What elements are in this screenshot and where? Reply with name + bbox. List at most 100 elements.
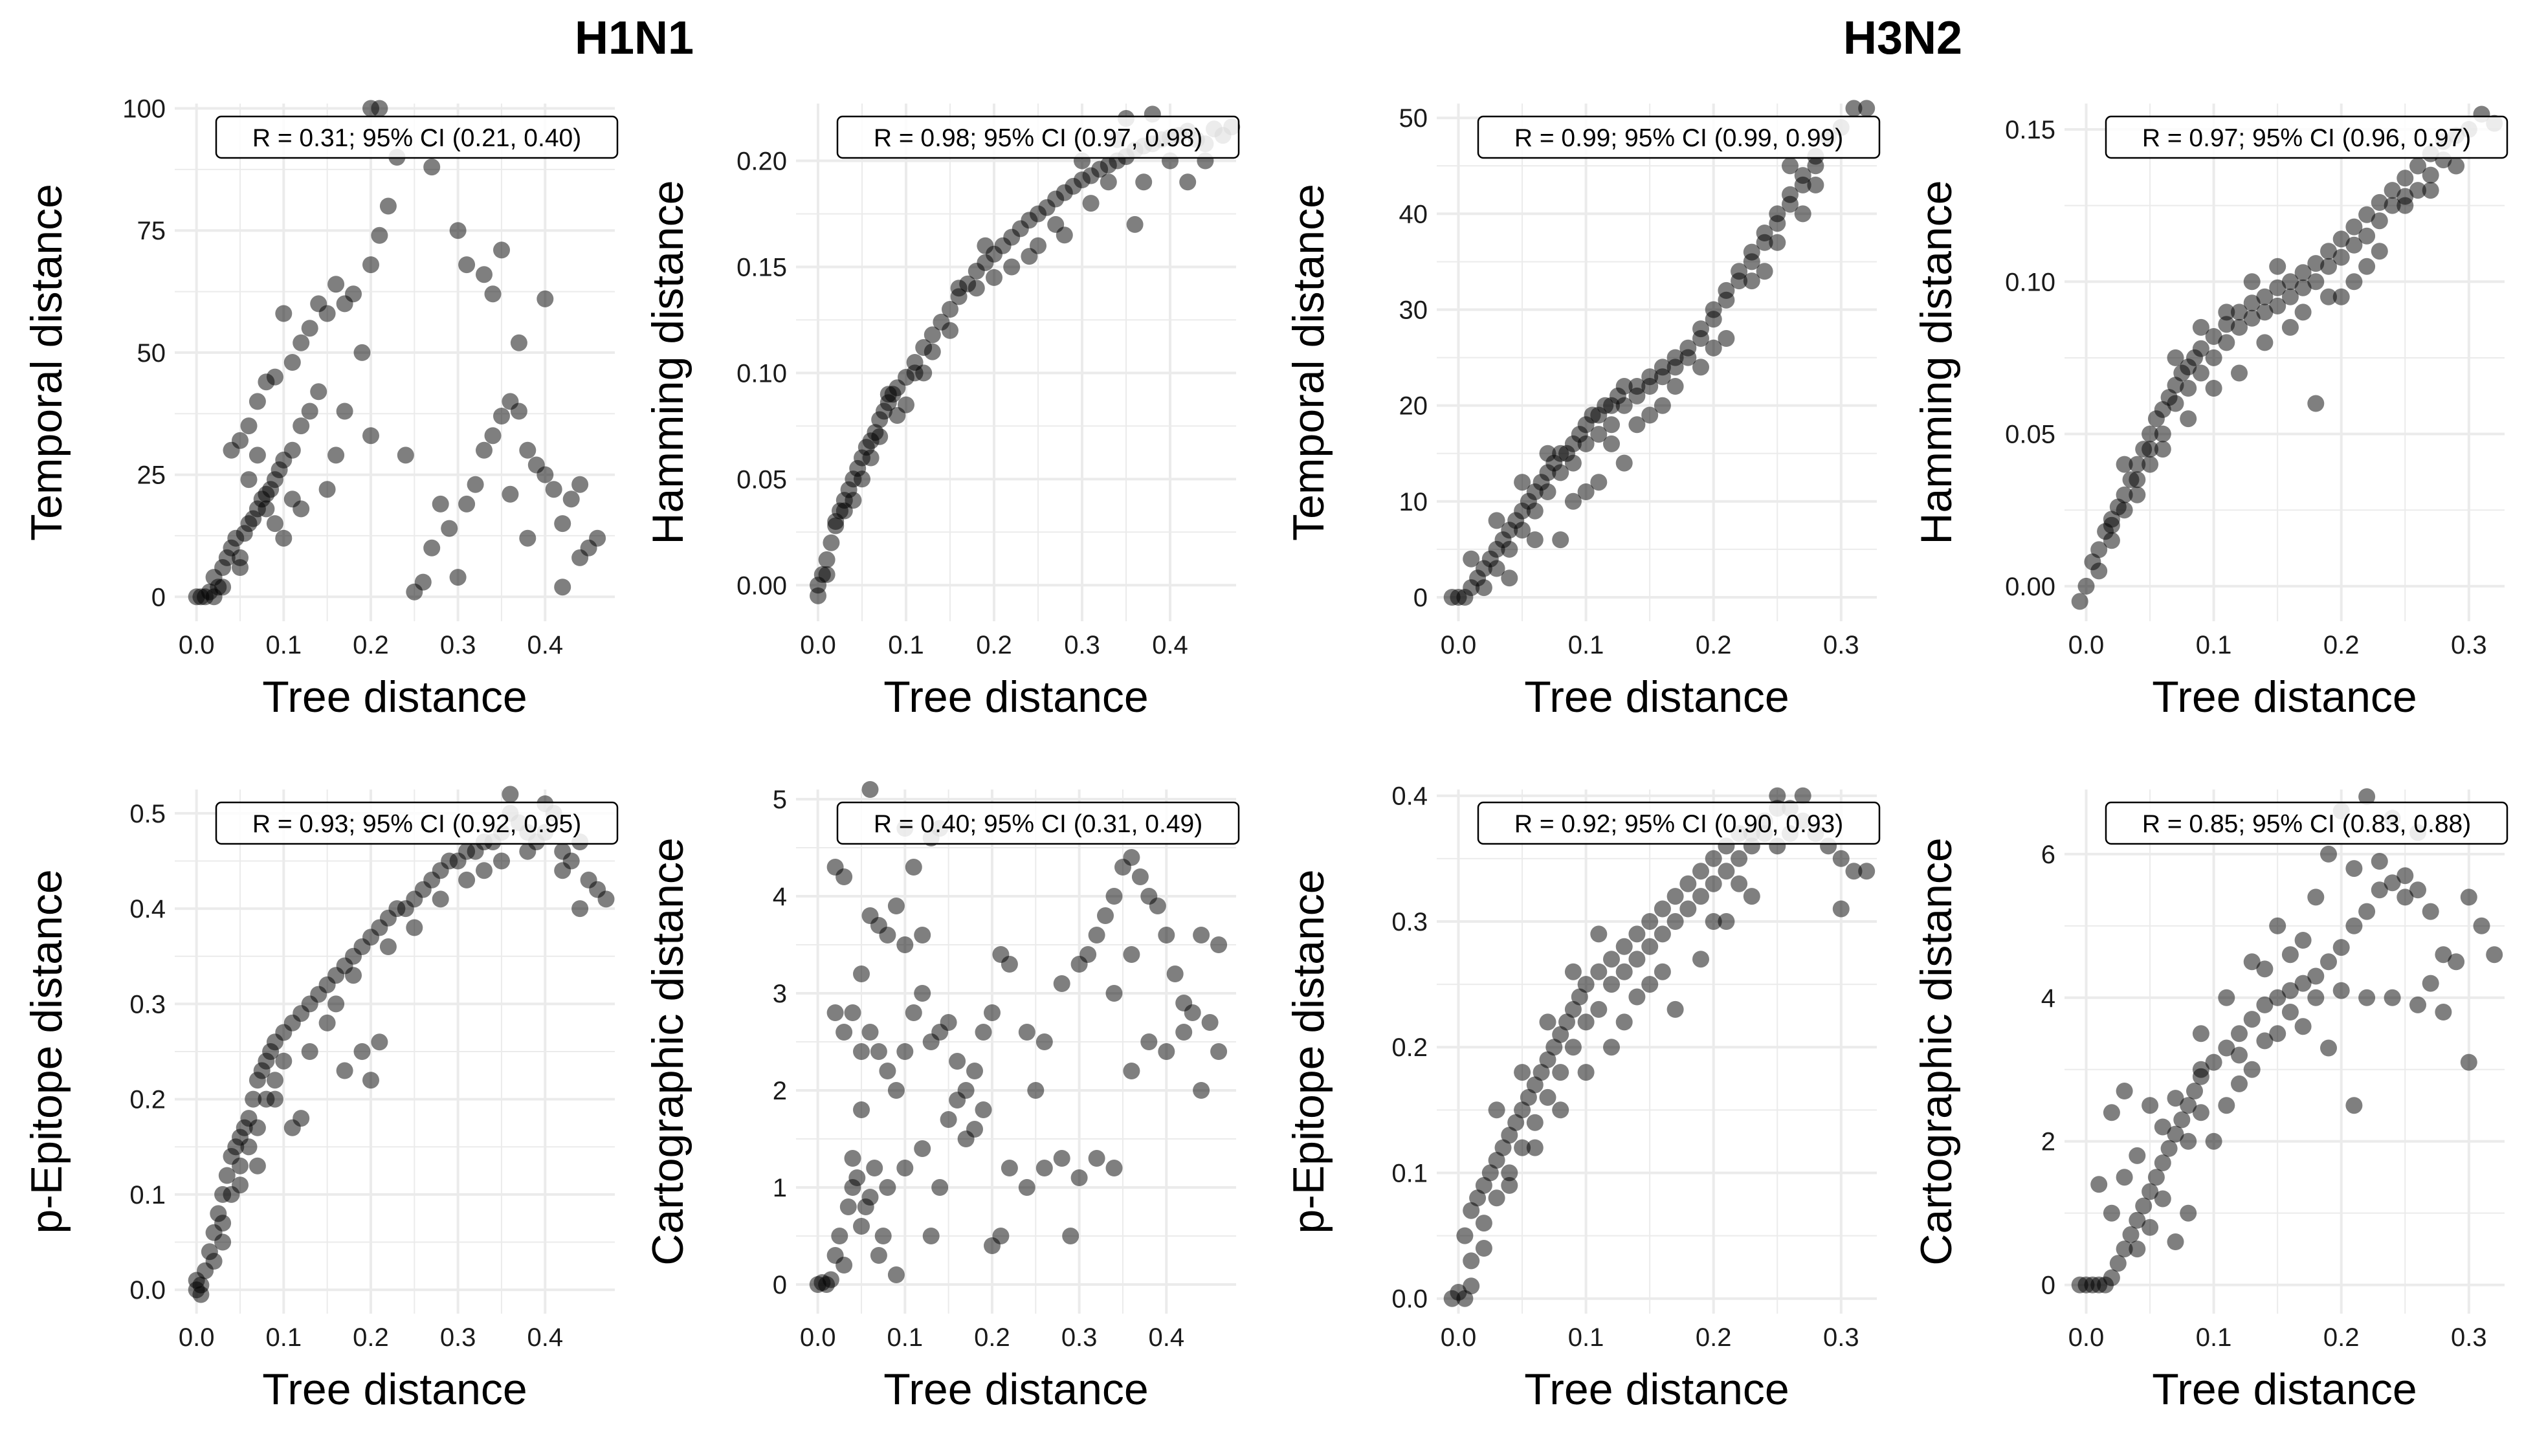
data-point <box>2071 593 2088 610</box>
data-point <box>353 344 371 361</box>
x-tick-label: 0.2 <box>2323 1323 2360 1352</box>
data-point <box>880 386 897 403</box>
data-point <box>854 470 870 488</box>
data-point <box>1488 512 1505 529</box>
y-tick-label: 0.2 <box>1391 1033 1428 1062</box>
data-point <box>1769 234 1786 251</box>
data-point <box>2142 425 2159 443</box>
data-point <box>571 476 589 493</box>
data-point <box>2435 946 2452 964</box>
data-point <box>1577 1064 1595 1081</box>
data-point <box>275 305 293 322</box>
data-point <box>914 927 931 943</box>
data-point <box>1666 378 1684 395</box>
points <box>2071 105 2503 610</box>
data-point <box>2486 946 2503 964</box>
data-point <box>2294 1018 2312 1035</box>
data-point <box>2243 953 2261 971</box>
data-point <box>2371 881 2388 899</box>
data-point <box>2269 297 2286 314</box>
data-point <box>1807 176 1824 193</box>
data-point <box>2332 248 2350 266</box>
data-point <box>896 1160 914 1176</box>
data-point <box>1539 1013 1556 1031</box>
data-point <box>2103 1269 2120 1286</box>
data-point <box>1692 863 1709 880</box>
y-tick-label: 50 <box>1399 104 1428 133</box>
y-axis-title: p-Epitope distance <box>1284 869 1333 1233</box>
y-tick-label: 0 <box>151 583 166 612</box>
data-point <box>1807 157 1824 175</box>
data-point <box>957 1082 975 1099</box>
data-point <box>1769 215 1786 232</box>
y-tick-label: 5 <box>773 786 787 814</box>
data-point <box>2129 1211 2146 1229</box>
data-point <box>853 965 870 982</box>
data-point <box>826 1004 844 1021</box>
data-point <box>245 1090 262 1108</box>
data-point <box>836 868 853 885</box>
data-point <box>1845 100 1863 117</box>
data-point <box>848 1169 866 1186</box>
data-point <box>1552 1064 1569 1081</box>
x-tick-label: 0.0 <box>2068 1323 2105 1352</box>
data-point <box>2167 1233 2184 1250</box>
data-point <box>2409 157 2426 175</box>
data-point <box>1577 435 1595 452</box>
data-point <box>2231 318 2248 336</box>
data-point <box>1463 1202 1480 1219</box>
correlation-label: R = 0.98; 95% CI (0.97, 0.98) <box>836 115 1240 159</box>
x-tick-label: 0.0 <box>1441 1323 1477 1352</box>
data-point <box>1577 483 1595 500</box>
data-point <box>493 852 510 870</box>
y-axis-title: Temporal distance <box>22 184 71 541</box>
y-tick-label: 0.1 <box>129 1181 166 1209</box>
data-point <box>1135 173 1153 191</box>
data-point <box>2294 932 2312 949</box>
data-point <box>1514 1139 1531 1156</box>
x-axis-title: Tree distance <box>262 672 527 722</box>
data-point <box>862 449 880 467</box>
data-point <box>371 1033 388 1051</box>
data-point <box>2142 1183 2159 1200</box>
data-point <box>2281 982 2299 999</box>
x-tick-label: 0.1 <box>887 1323 924 1352</box>
data-point <box>2243 294 2261 312</box>
x-tick-label: 0.2 <box>353 631 389 659</box>
data-point <box>1705 311 1722 328</box>
data-point <box>1105 985 1123 1002</box>
data-point <box>2154 1190 2171 1208</box>
data-point <box>2269 989 2286 1006</box>
data-point <box>1552 531 1569 549</box>
data-point <box>2409 881 2426 899</box>
data-point <box>397 447 414 464</box>
data-point <box>2218 1097 2235 1114</box>
correlation-label-box <box>2105 801 2508 845</box>
data-point <box>2142 441 2159 458</box>
data-point <box>414 573 432 591</box>
data-point <box>2129 486 2146 503</box>
plot-background <box>2065 104 2505 621</box>
data-point <box>493 408 510 425</box>
data-point <box>1782 157 1799 175</box>
data-point <box>1539 1051 1556 1068</box>
data-point <box>362 1072 379 1089</box>
data-point <box>2320 258 2337 275</box>
panel-7: 0.0 0.1 0.2 0.3 0 2 4 6 R = 0.85; 95% CI (0.83, … <box>1912 788 2508 1414</box>
data-point <box>318 305 336 322</box>
data-point <box>301 1043 318 1060</box>
data-point <box>836 1024 853 1041</box>
data-point <box>2384 989 2401 1006</box>
data-point <box>2142 1219 2159 1236</box>
data-point <box>2122 1226 2140 1243</box>
data-point <box>432 890 449 908</box>
data-point <box>2256 960 2274 978</box>
y-tick-label: 0.10 <box>2005 268 2055 296</box>
x-tick-label: 0.4 <box>527 1323 563 1352</box>
data-point <box>2422 166 2439 184</box>
data-point <box>1641 913 1659 930</box>
data-point <box>2180 1132 2197 1150</box>
data-point <box>310 383 327 401</box>
y-tick-label: 0.00 <box>2005 573 2055 601</box>
